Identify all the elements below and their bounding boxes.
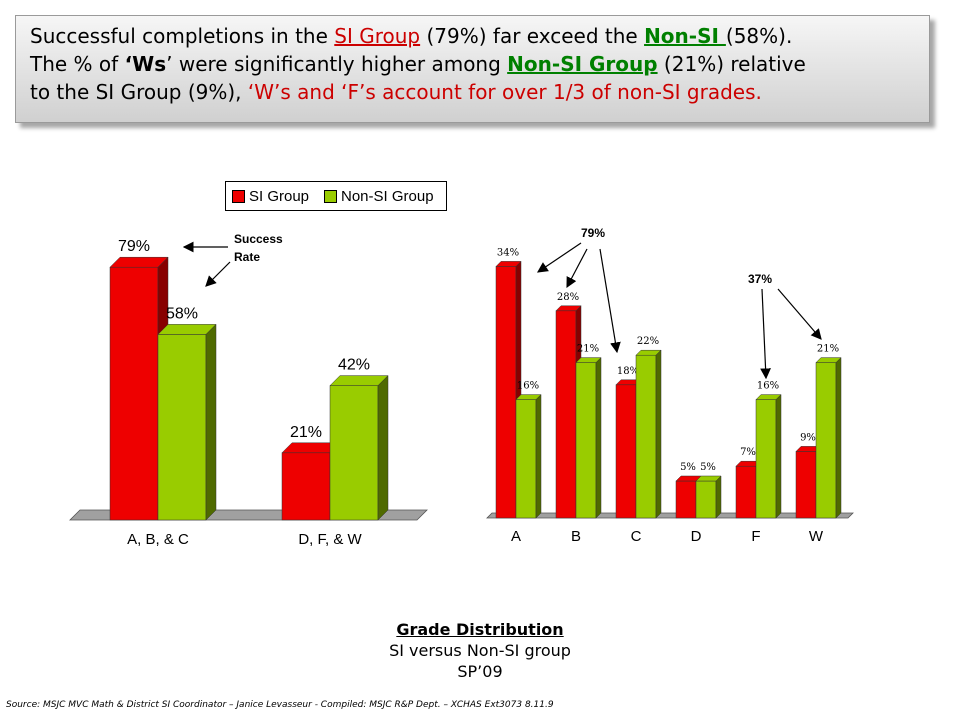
bar-nonsi-D: [695, 480, 717, 519]
arrow-37-to-F: [760, 288, 771, 380]
arrow-37-to-W: [777, 288, 822, 340]
bar-nonsi-F-side: [775, 393, 782, 519]
data-label: 16%: [757, 381, 779, 392]
data-label: 9%: [800, 432, 816, 443]
source-note: Source: MSJC MVC Math & District SI Coor…: [6, 700, 554, 710]
bracket-label-79: 79%: [581, 226, 605, 240]
data-label: 34%: [497, 247, 519, 258]
success-rate-label: Rate: [234, 250, 260, 264]
bar-nonsi-C-side: [655, 349, 662, 519]
legend-item-nonsi: Non-SI Group: [324, 188, 434, 205]
x-tick-label: C: [631, 528, 642, 545]
bar-nonsi-D-side: [715, 475, 722, 519]
banner-text-8: ‘W’s and ‘F’s account for over 1/3 of no…: [247, 80, 762, 104]
data-label: 42%: [338, 357, 370, 374]
data-label: 7%: [740, 447, 756, 458]
banner-text-4: The % of: [30, 52, 125, 76]
bar-si-F: [735, 465, 757, 519]
x-tick-label: F: [751, 528, 760, 545]
arrow-79-to-C: [599, 248, 621, 354]
headline-banner: Successful completions in the SI Group (…: [15, 15, 930, 123]
banner-text-3: (58%).: [725, 24, 793, 48]
caption-title: Grade Distribution: [396, 620, 564, 639]
legend-swatch-si: [232, 190, 245, 203]
data-label: 79%: [118, 238, 150, 255]
x-tick-label: A, B, & C: [127, 531, 189, 548]
data-label: 21%: [817, 344, 839, 355]
legend-label-nonsi: Non-SI Group: [341, 188, 434, 205]
bar-si-A: [495, 266, 517, 519]
banner-text-7: to the SI Group (9%),: [30, 80, 248, 104]
bar-nonsi-W: [815, 362, 837, 519]
bar-si-W: [795, 451, 817, 519]
bar-si-1: [281, 452, 331, 521]
bar-nonsi-B: [575, 362, 597, 519]
banner-non-si: Non-SI: [644, 24, 726, 48]
arrow-to-58-label: [205, 261, 231, 287]
chart-legend: SI Group Non-SI Group: [225, 181, 447, 211]
bar-nonsi-1: [329, 385, 379, 521]
success-rate-label: Success: [234, 232, 283, 246]
data-label: 18%: [617, 366, 639, 377]
bracket-label-37: 37%: [748, 272, 772, 286]
bar-si-B: [555, 310, 577, 519]
bar-nonsi-B-side: [595, 356, 602, 519]
banner-si-group: SI Group: [334, 24, 421, 48]
caption-term: SP’09: [457, 662, 503, 681]
x-tick-label: W: [809, 528, 824, 545]
data-label: 16%: [517, 381, 539, 392]
data-label: 21%: [577, 344, 599, 355]
data-label: 5%: [700, 462, 716, 473]
bar-si-C: [615, 384, 637, 519]
data-label: 28%: [557, 292, 579, 303]
bar-nonsi-W-side: [835, 356, 842, 519]
caption-subtitle: SI versus Non-SI group: [389, 641, 571, 660]
x-tick-label: D, F, & W: [298, 531, 362, 548]
bar-nonsi-A: [515, 399, 537, 519]
bar-si-0: [109, 266, 159, 521]
x-tick-label: D: [691, 528, 702, 545]
bar-si-D: [675, 480, 697, 519]
data-label: 21%: [290, 424, 322, 441]
banner-text-1: Successful completions in the: [30, 24, 335, 48]
bar-nonsi-1-side: [377, 374, 389, 521]
x-tick-label: B: [571, 528, 581, 545]
banner-text-6: (21%) relative: [657, 52, 806, 76]
banner-ws: ‘Ws: [124, 52, 167, 76]
data-label: 5%: [680, 462, 696, 473]
bar-nonsi-C: [635, 354, 657, 519]
bar-nonsi-0-side: [205, 323, 217, 521]
x-tick-label: A: [511, 528, 521, 545]
banner-text-5: ’ were significantly higher among: [166, 52, 508, 76]
banner-text-2: (79%) far exceed the: [420, 24, 645, 48]
bar-nonsi-A-side: [535, 393, 542, 519]
legend-label-si: SI Group: [249, 188, 310, 205]
arrow-79-to-A: [537, 242, 582, 273]
bar-nonsi-F: [755, 399, 777, 519]
data-label: 22%: [637, 336, 659, 347]
legend-swatch-nonsi: [324, 190, 337, 203]
legend-item-si: SI Group: [232, 188, 309, 205]
bar-nonsi-0: [157, 334, 207, 521]
banner-non-si-group: Non-SI Group: [507, 52, 658, 76]
data-label: 58%: [166, 305, 198, 322]
arrow-79-to-B: [566, 248, 588, 289]
